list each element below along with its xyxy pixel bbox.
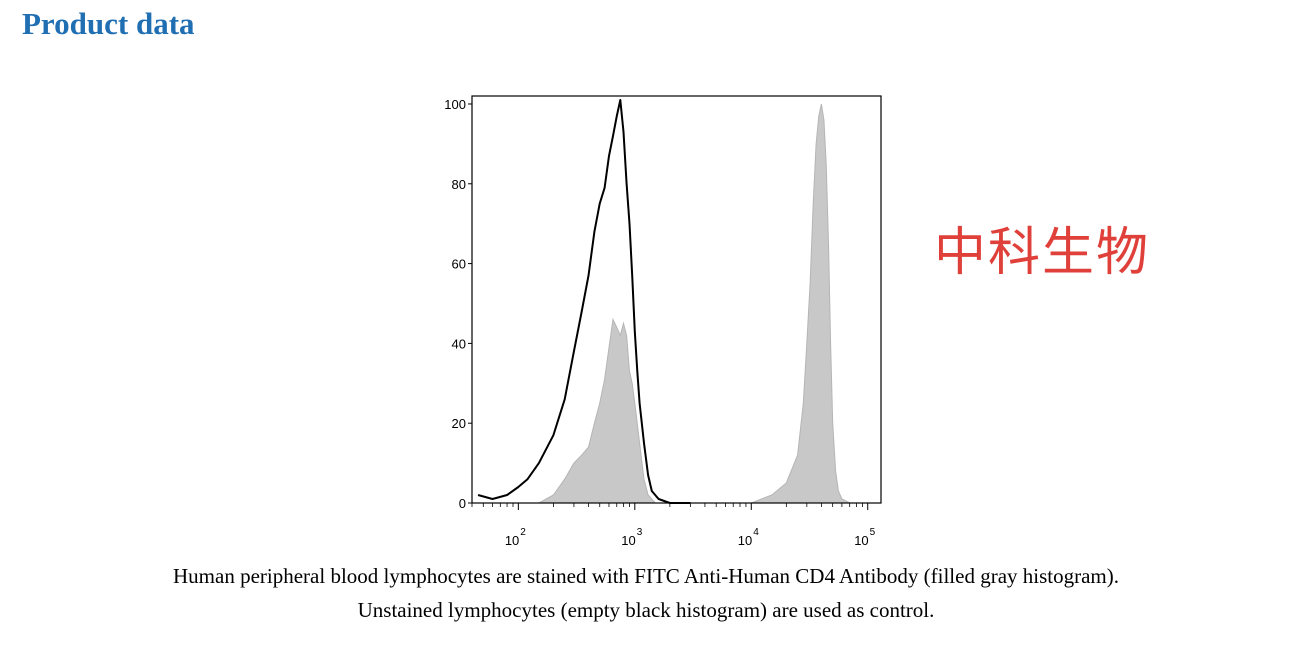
- y-tick-label: 80: [452, 177, 466, 192]
- caption-line-2: Unstained lymphocytes (empty black histo…: [357, 598, 935, 622]
- series-layer: [477, 99, 857, 504]
- y-tick-label: 60: [452, 257, 466, 272]
- y-tick-label: 100: [444, 97, 466, 112]
- plot-frame: [471, 95, 882, 504]
- series-outline-histogram: [477, 99, 691, 504]
- x-tick-label: 105: [854, 527, 875, 548]
- axis-layer: 0 20 40 60 80 100 102 103 104 105: [444, 97, 875, 548]
- y-tick-label: 20: [452, 416, 466, 431]
- y-tick-label: 40: [452, 336, 466, 351]
- series-filled-histogram: [538, 103, 857, 504]
- caption-line-1: Human peripheral blood lymphocytes are s…: [173, 564, 1119, 588]
- x-tick-label: 104: [738, 527, 759, 548]
- section-heading: Product data: [22, 6, 195, 41]
- watermark-text: 中科生物: [934, 223, 1151, 283]
- x-tick-label: 103: [621, 527, 642, 548]
- x-tick-label: 102: [505, 527, 526, 548]
- y-tick-label: 0: [459, 496, 466, 511]
